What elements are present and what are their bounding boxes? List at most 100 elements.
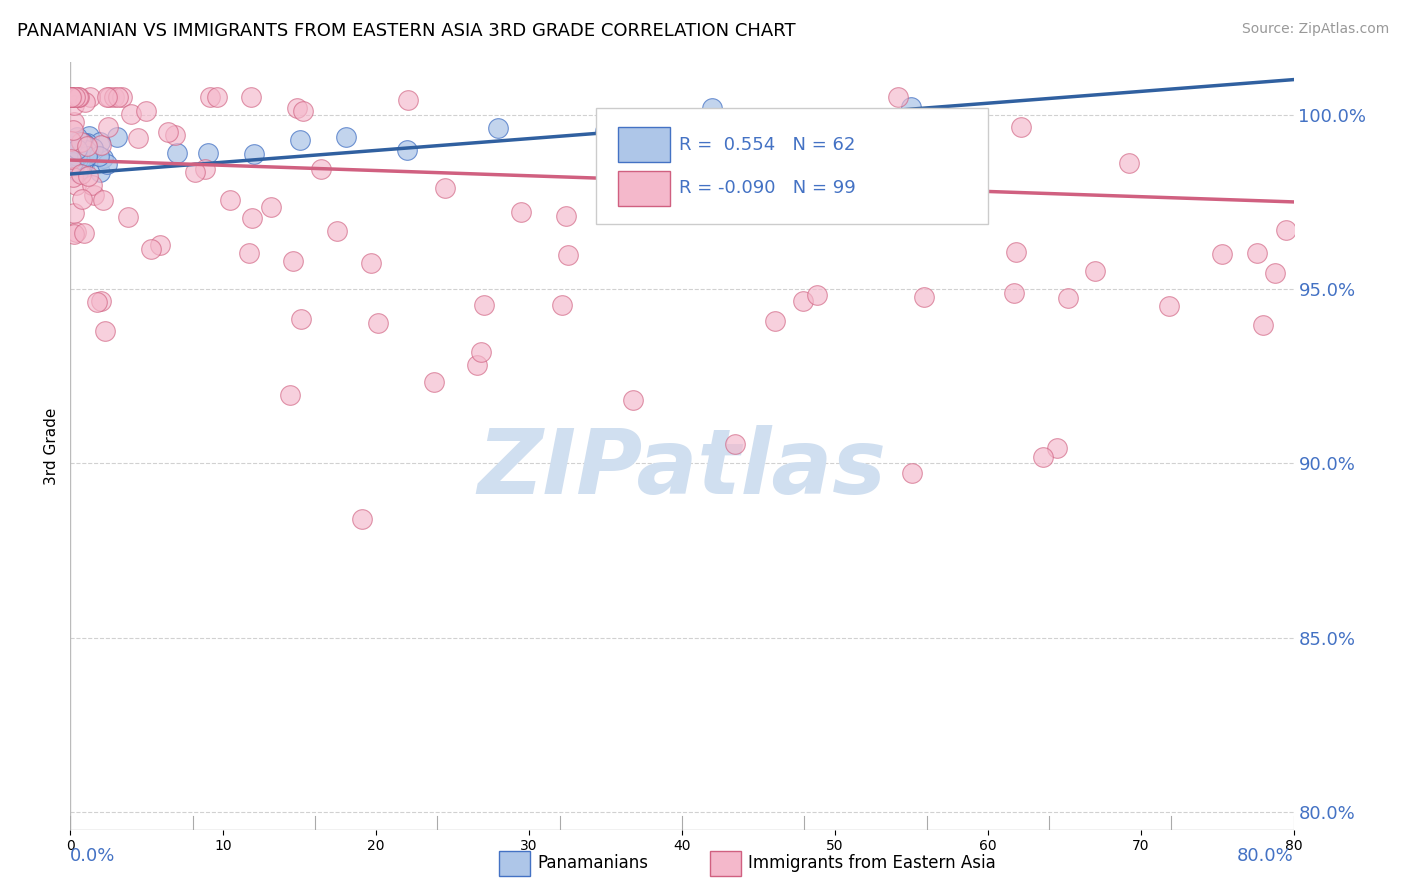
Text: 0.0%: 0.0% (70, 847, 115, 865)
Point (62, 152, 84, 166)
Point (66, 146, 89, 161)
Point (763, 313, 786, 327)
Point (72, 136, 94, 150)
Point (120, 107, 142, 121)
Point (658, 169, 681, 183)
Point (1274, 223, 1296, 237)
Point (194, 161, 217, 176)
Point (60, 90, 83, 104)
Point (69, 159, 91, 173)
Point (67, 152, 90, 166)
Point (89, 148, 111, 162)
Point (900, 100, 922, 114)
Point (91, 151, 114, 165)
Point (65, 144, 87, 158)
Text: Source: ZipAtlas.com: Source: ZipAtlas.com (1241, 22, 1389, 37)
Point (79, 90, 101, 104)
Point (472, 298, 495, 312)
Point (107, 90, 129, 104)
Point (66, 90, 89, 104)
Point (60, 152, 83, 166)
Point (595, 124, 617, 138)
FancyBboxPatch shape (596, 109, 987, 224)
Point (67, 148, 90, 162)
Point (1002, 286, 1025, 301)
Point (238, 246, 260, 260)
Point (65, 226, 87, 240)
Point (93, 324, 115, 338)
Point (66, 134, 89, 148)
Point (60, 90, 83, 104)
Point (89, 135, 111, 149)
Point (65, 144, 87, 158)
Point (65, 90, 87, 104)
Point (103, 90, 125, 104)
Point (73, 136, 96, 150)
Point (60, 152, 83, 166)
Point (288, 133, 311, 147)
Point (243, 146, 266, 161)
Point (96, 90, 118, 104)
Point (73, 226, 96, 240)
Point (105, 130, 128, 145)
Point (96, 156, 118, 170)
Point (76, 169, 98, 183)
Point (60, 139, 83, 153)
Point (89, 164, 111, 178)
Point (66, 149, 89, 163)
Point (66, 152, 89, 166)
Point (117, 210, 139, 224)
Point (621, 393, 644, 408)
Point (127, 131, 149, 145)
Point (66, 145, 89, 159)
Point (139, 242, 162, 256)
Point (157, 125, 180, 139)
Point (62, 206, 84, 220)
Point (200, 90, 222, 104)
Point (66, 151, 89, 165)
Point (724, 437, 747, 451)
Text: ZIPatlas: ZIPatlas (478, 425, 886, 513)
Point (165, 128, 187, 143)
Point (62, 150, 84, 164)
Point (76, 139, 98, 153)
Point (912, 290, 935, 304)
Point (309, 161, 332, 176)
Point (69, 147, 91, 161)
Point (395, 143, 418, 157)
Point (205, 90, 228, 104)
Point (90, 293, 112, 308)
Point (423, 376, 446, 390)
Point (63, 154, 86, 169)
Point (60, 147, 83, 161)
Point (62, 123, 84, 137)
Point (470, 345, 492, 359)
Point (75, 153, 97, 168)
Point (900, 467, 922, 481)
Point (91, 193, 114, 207)
Point (554, 209, 576, 223)
Point (792, 293, 814, 308)
Point (65, 151, 87, 165)
Point (65, 150, 87, 164)
Point (396, 93, 419, 107)
Point (510, 205, 533, 219)
Point (149, 237, 172, 252)
Point (97, 120, 120, 135)
Point (551, 298, 574, 312)
Point (66, 129, 89, 144)
Point (350, 512, 373, 526)
Point (60, 90, 83, 104)
Bar (710, 851, 741, 876)
Point (360, 256, 382, 270)
Point (111, 90, 134, 104)
Point (75, 143, 97, 157)
FancyBboxPatch shape (619, 170, 669, 206)
Point (70, 159, 93, 173)
Point (240, 90, 263, 104)
Point (70, 135, 93, 149)
Point (260, 200, 283, 214)
Point (79, 144, 101, 158)
Point (488, 120, 510, 135)
Point (76, 149, 98, 163)
